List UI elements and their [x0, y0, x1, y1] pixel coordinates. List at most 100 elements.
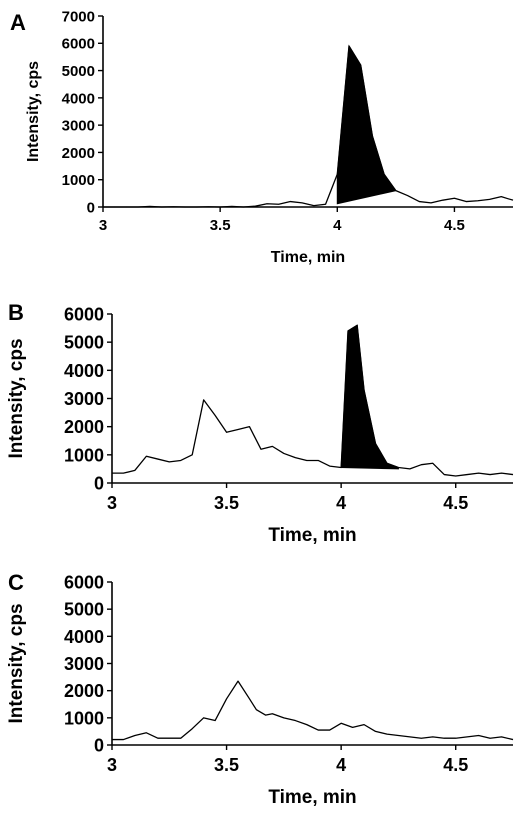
data-point: [383, 173, 385, 175]
data-point: [180, 737, 182, 739]
y-axis-title: Intensity, cps: [6, 603, 27, 723]
data-point: [214, 415, 216, 417]
y-axis-title: Intensity, cps: [6, 338, 27, 458]
panel-c: C 0 1000 2000 3000 4000 5000 6000 3 3.5 4 4.5 Time, …: [6, 570, 514, 808]
data-point: [501, 472, 503, 474]
data-point: [455, 475, 457, 477]
x-tick-label: 3.5: [210, 217, 231, 234]
data-point: [111, 472, 113, 474]
data-point: [489, 737, 491, 739]
data-point: [123, 739, 125, 741]
panel-label: A: [10, 10, 26, 35]
data-point: [363, 724, 365, 726]
data-point: [301, 202, 303, 204]
data-point: [455, 737, 457, 739]
x-axis-title: Time, min: [271, 249, 345, 266]
data-point: [372, 135, 374, 137]
y-tick-label: 7000: [62, 8, 95, 25]
y-tick-label: 5000: [64, 333, 104, 353]
data-point: [243, 206, 245, 208]
y-tick-label: 6000: [64, 572, 104, 592]
x-tick-label: 3: [107, 755, 117, 775]
data-point: [418, 201, 420, 203]
data-point: [477, 200, 479, 202]
y-tick-label: 3000: [64, 654, 104, 674]
data-point: [409, 736, 411, 738]
chromatogram-trace: [112, 324, 514, 477]
data-point: [313, 205, 315, 207]
data-point: [172, 206, 174, 208]
y-tick-label: 2000: [62, 145, 95, 162]
data-point: [237, 429, 239, 431]
data-point: [161, 206, 163, 208]
data-point: [231, 206, 233, 208]
data-point: [466, 474, 468, 476]
panel-a: A 0 1000 2000 3000 4000 5000 6000 7000 3 3.5 4 4.5 Ti…: [10, 8, 514, 266]
data-point: [306, 460, 308, 462]
data-point: [421, 464, 423, 466]
data-point: [180, 460, 182, 462]
data-point: [465, 201, 467, 203]
data-point: [340, 467, 342, 469]
data-point: [226, 698, 228, 700]
data-point: [352, 727, 354, 729]
data-point: [347, 330, 349, 332]
data-point: [512, 474, 514, 476]
data-point: [134, 470, 136, 472]
data-point: [398, 467, 400, 469]
data-point: [260, 448, 262, 450]
data-point: [226, 432, 228, 434]
data-point: [254, 205, 256, 207]
y-tick-label: 4000: [62, 90, 95, 107]
data-point: [137, 206, 139, 208]
data-point: [386, 733, 388, 735]
x-tick-label: 3.5: [214, 493, 239, 513]
data-point: [317, 729, 319, 731]
data-point: [146, 455, 148, 457]
x-tick-label: 4: [336, 493, 346, 513]
data-point: [432, 462, 434, 464]
data-point: [340, 722, 342, 724]
y-tick-label: 0: [94, 735, 104, 755]
y-tick-label: 5000: [62, 63, 95, 80]
data-point: [149, 206, 151, 208]
data-point: [168, 461, 170, 463]
data-point: [363, 389, 365, 391]
y-tick-label: 2000: [64, 417, 104, 437]
y-tick-label: 6000: [64, 304, 104, 324]
data-point: [398, 735, 400, 737]
x-tick-label: 4: [336, 755, 346, 775]
data-point: [512, 739, 514, 741]
data-point: [501, 736, 503, 738]
data-point: [102, 206, 104, 208]
x-tick-label: 4.5: [443, 493, 468, 513]
data-point: [191, 454, 193, 456]
data-point: [295, 457, 297, 459]
data-point: [134, 735, 136, 737]
data-point: [272, 446, 274, 448]
chromatogram-trace: [112, 680, 514, 741]
data-point: [478, 472, 480, 474]
x-tick-label: 4.5: [444, 217, 465, 234]
x-tick-label: 3: [107, 493, 117, 513]
data-point: [184, 206, 186, 208]
data-point: [512, 199, 514, 201]
data-point: [442, 199, 444, 201]
y-tick-label: 1000: [64, 708, 104, 728]
data-point: [489, 199, 491, 201]
data-point: [265, 714, 267, 716]
data-point: [407, 195, 409, 197]
data-point: [283, 453, 285, 455]
data-point: [386, 462, 388, 464]
data-point: [256, 709, 258, 711]
panel-label: C: [8, 570, 24, 595]
x-tick-label: 4: [333, 217, 342, 234]
y-tick-label: 4000: [64, 627, 104, 647]
data-point: [290, 201, 292, 203]
data-point: [249, 698, 251, 700]
data-point: [123, 472, 125, 474]
data-point: [146, 732, 148, 734]
data-point: [489, 474, 491, 476]
data-point: [272, 713, 274, 715]
y-tick-label: 6000: [62, 36, 95, 53]
